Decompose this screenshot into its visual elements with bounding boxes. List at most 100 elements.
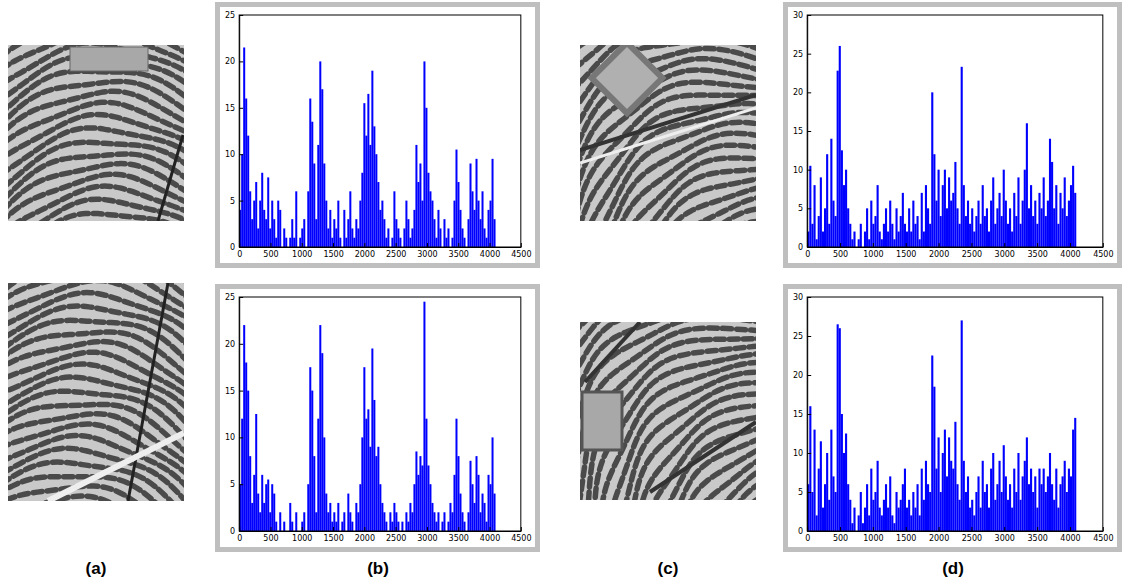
histogram-bar xyxy=(946,208,948,247)
y-tick-mark xyxy=(239,15,243,16)
x-tick: 4000 xyxy=(480,243,500,259)
histogram-bar xyxy=(1074,193,1076,247)
histogram-bar xyxy=(427,173,429,247)
x-tick-label: 500 xyxy=(833,534,848,543)
histogram-bar xyxy=(343,512,345,531)
y-tick-mark xyxy=(807,170,811,171)
x-tick: 2000 xyxy=(929,527,949,543)
y-tick-mark xyxy=(239,247,243,248)
histogram-bar xyxy=(1049,139,1051,247)
histogram-bar xyxy=(257,494,259,531)
histogram-bar xyxy=(824,208,826,247)
x-tick-mark xyxy=(364,243,365,247)
histogram-bar xyxy=(1020,224,1022,247)
histogram-bar xyxy=(902,193,904,247)
histogram-bar xyxy=(994,224,996,247)
histogram-bar xyxy=(906,232,908,247)
ridges xyxy=(8,45,184,221)
histogram-bar xyxy=(301,522,303,531)
histogram-bar xyxy=(929,224,931,247)
histogram-bar xyxy=(249,456,251,531)
histogram-bar xyxy=(449,503,451,531)
histogram-bar xyxy=(459,494,461,531)
histogram-bar xyxy=(257,228,259,247)
x-tick-label: 2000 xyxy=(355,534,375,543)
histogram-bar xyxy=(1043,469,1045,531)
histogram-bar xyxy=(1011,508,1013,531)
histogram-bar xyxy=(401,522,403,531)
chart-panel: 0500100015002000250030003500400045000510… xyxy=(783,2,1122,268)
y-tick-label: 5 xyxy=(798,204,803,213)
histogram-bar xyxy=(954,162,956,247)
histogram-bar xyxy=(411,228,413,247)
histogram-bar xyxy=(325,494,327,531)
histogram-bar xyxy=(463,238,465,247)
histogram-bar xyxy=(1030,469,1032,531)
x-tick-label: 0 xyxy=(237,534,242,543)
histogram-bar xyxy=(494,219,496,247)
histogram-bar xyxy=(391,238,393,247)
x-tick-label: 3500 xyxy=(1027,534,1047,543)
histogram-bar xyxy=(405,512,407,531)
x-tick-mark xyxy=(270,527,271,531)
histogram-bar xyxy=(948,177,950,247)
x-tick: 500 xyxy=(833,243,848,259)
histogram-bar xyxy=(1003,445,1005,531)
histogram-bar xyxy=(973,232,975,247)
histogram-bar xyxy=(1013,469,1015,531)
histogram-bar xyxy=(472,191,474,247)
histogram-bar xyxy=(996,484,998,531)
histogram-bar xyxy=(359,201,361,247)
histogram-bar xyxy=(849,500,851,531)
y-tick: 20 xyxy=(225,340,243,349)
histogram-bar xyxy=(341,522,343,531)
histogram-bar xyxy=(1009,208,1011,247)
ridge xyxy=(635,416,756,500)
x-tick: 2000 xyxy=(355,527,375,543)
histogram-bar xyxy=(885,208,887,247)
histogram-bar xyxy=(335,522,337,531)
histogram-bar xyxy=(359,484,361,531)
histogram-bar xyxy=(872,224,874,247)
bars xyxy=(807,320,1076,531)
y-tick-label: 25 xyxy=(793,50,803,59)
histogram-bar xyxy=(325,201,327,247)
histogram-bar xyxy=(351,228,353,247)
histogram-bar xyxy=(263,210,265,247)
histogram-bar xyxy=(279,512,281,531)
x-tick-label: 500 xyxy=(263,250,278,259)
histogram-bar xyxy=(253,201,255,247)
chart-panel: 0500100015002000250030003500400045000510… xyxy=(215,2,540,268)
x-tick-label: 2000 xyxy=(929,250,949,259)
histogram-bar xyxy=(813,430,815,531)
histogram-bar xyxy=(259,512,261,531)
x-tick: 3000 xyxy=(417,243,437,259)
histogram-bar xyxy=(948,437,950,531)
y-tick-mark xyxy=(239,154,243,155)
artifact xyxy=(580,108,756,163)
histogram-bar xyxy=(1017,177,1019,247)
histogram-bar xyxy=(484,228,486,247)
histogram-bar xyxy=(980,224,982,247)
ridge xyxy=(580,338,756,500)
histogram-bar xyxy=(415,451,417,531)
histogram-bar xyxy=(291,522,293,531)
histogram-bar xyxy=(975,492,977,531)
histogram-bar xyxy=(870,469,872,531)
histogram-bar xyxy=(486,522,488,531)
ridge xyxy=(580,114,756,221)
ridge xyxy=(602,189,756,221)
histogram-bar xyxy=(323,163,325,247)
histogram-bar xyxy=(486,238,488,247)
histogram-bar xyxy=(935,201,937,247)
histogram-bar xyxy=(277,201,279,247)
x-tick-label: 0 xyxy=(805,250,810,259)
histogram-bar xyxy=(470,461,472,531)
y-tick-label: 25 xyxy=(793,332,803,341)
x-tick-mark xyxy=(1103,527,1104,531)
histogram-bar xyxy=(1022,201,1024,247)
y-axis: 051015202530 xyxy=(793,293,811,536)
panel-border xyxy=(215,2,540,268)
histogram-bar xyxy=(984,216,986,247)
histogram-bar xyxy=(289,238,291,247)
